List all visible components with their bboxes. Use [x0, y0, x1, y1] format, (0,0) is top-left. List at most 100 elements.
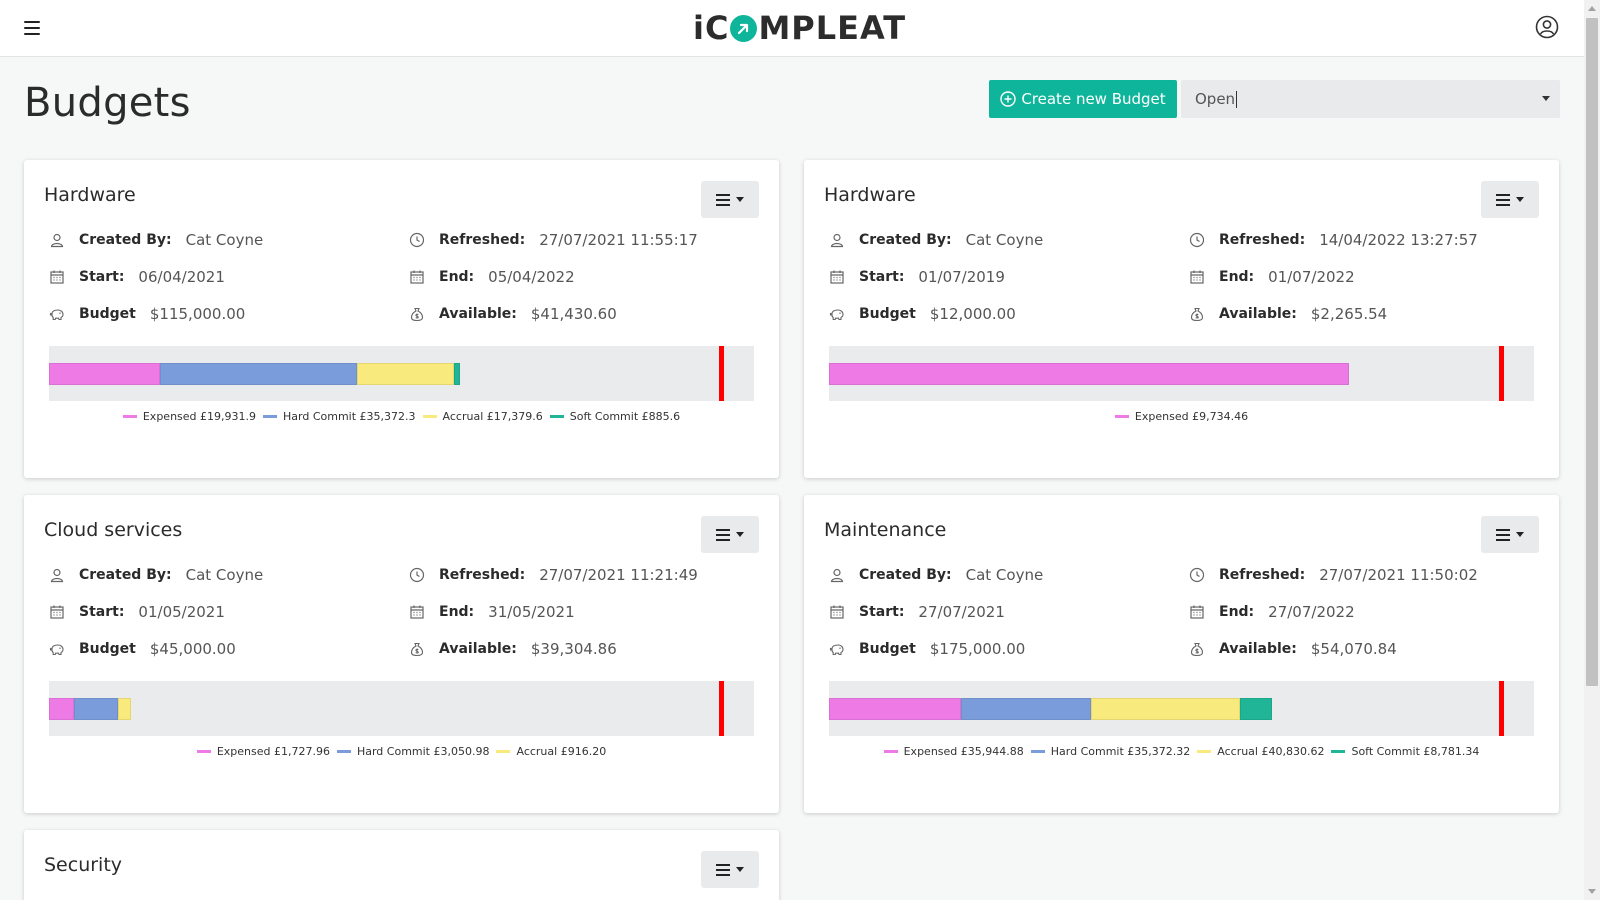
card-menu-button[interactable]: [1481, 181, 1539, 218]
end-date-field: End: 05/04/2022: [409, 267, 575, 287]
budget-amount-value: $175,000.00: [929, 640, 1026, 658]
legend-item: Accrual £40,830.62: [1197, 745, 1324, 758]
available-amount-value: $41,430.60: [530, 305, 617, 323]
legend-item: Accrual £17,379.6: [422, 410, 543, 423]
hamburger-menu-icon[interactable]: [24, 21, 40, 35]
available-amount-label: Available:: [1219, 306, 1297, 322]
calendar-icon: [409, 604, 425, 620]
start-date-value: 06/04/2021: [138, 268, 225, 286]
card-menu-button[interactable]: [701, 516, 759, 553]
menu-lines-icon: [1496, 191, 1510, 209]
refreshed-value: 27/07/2021 11:50:02: [1319, 566, 1478, 584]
start-date-value: 01/05/2021: [138, 603, 225, 621]
created-by-label: Created By:: [79, 232, 172, 248]
top-navbar: iC MPLEAT: [0, 0, 1584, 57]
bar-segment-expensed: [49, 363, 160, 385]
scroll-thumb[interactable]: [1586, 18, 1598, 686]
calendar-icon: [1189, 269, 1205, 285]
available-amount-value: $2,265.54: [1310, 305, 1388, 323]
page-scrollbar[interactable]: [1584, 0, 1600, 900]
legend-item: Expensed £35,944.88: [883, 745, 1024, 758]
available-amount-field: Available: $2,265.54: [1189, 304, 1387, 324]
available-amount-label: Available:: [439, 306, 517, 322]
legend-swatch: [1331, 750, 1346, 753]
refreshed-field: Refreshed: 14/04/2022 13:27:57: [1189, 230, 1478, 250]
clock-icon: [409, 567, 425, 583]
end-date-value: 31/05/2021: [488, 603, 575, 621]
logo-arrow-icon: [730, 14, 758, 42]
created-by-value: Cat Coyne: [965, 231, 1044, 249]
legend-item: Expensed £1,727.96: [196, 745, 330, 758]
legend-label: Expensed £35,944.88: [903, 745, 1024, 758]
created-by-label: Created By:: [859, 232, 952, 248]
bar-segment-hard-commit: [961, 698, 1091, 720]
calendar-icon: [409, 269, 425, 285]
user-account-icon[interactable]: [1535, 15, 1559, 39]
legend-item: Hard Commit £35,372.3: [263, 410, 416, 423]
bar-track: [49, 363, 460, 385]
budget-usage-bar: [829, 681, 1534, 736]
budget-card: Maintenance Created By: Cat Coyne Refres…: [804, 495, 1559, 813]
end-date-label: End:: [1219, 269, 1255, 285]
bar-legend: Expensed £19,931.9 Hard Commit £35,372.3…: [24, 410, 779, 423]
menu-lines-icon: [1496, 526, 1510, 544]
start-date-field: Start: 01/05/2021: [49, 602, 225, 622]
user-icon: [829, 232, 845, 248]
legend-label: Accrual £17,379.6: [442, 410, 543, 423]
legend-swatch: [263, 415, 278, 418]
legend-swatch: [122, 415, 137, 418]
end-date-label: End:: [439, 604, 475, 620]
available-amount-field: Available: $39,304.86: [409, 639, 617, 659]
brand-logo[interactable]: iC MPLEAT: [693, 9, 907, 47]
card-menu-button[interactable]: [701, 181, 759, 218]
start-date-field: Start: 06/04/2021: [49, 267, 225, 287]
start-date-label: Start:: [79, 604, 125, 620]
caret-down-icon: [1516, 197, 1524, 202]
end-date-field: End: 27/07/2022: [1189, 602, 1355, 622]
calendar-icon: [1189, 604, 1205, 620]
legend-item: Soft Commit £885.6: [549, 410, 680, 423]
budget-amount-field: Budget $175,000.00: [829, 639, 1025, 659]
budget-amount-label: Budget: [79, 641, 136, 657]
brand-suffix: MPLEAT: [758, 9, 907, 47]
scroll-up-arrow-icon[interactable]: [1588, 6, 1596, 11]
piggy-bank-icon: [829, 641, 845, 657]
refreshed-label: Refreshed:: [1219, 232, 1306, 248]
budget-amount-field: Budget $12,000.00: [829, 304, 1016, 324]
legend-swatch: [196, 750, 211, 753]
money-bag-icon: [409, 306, 425, 322]
budget-card: Hardware Created By: Cat Coyne Refreshed…: [804, 160, 1559, 478]
end-date-field: End: 01/07/2022: [1189, 267, 1355, 287]
end-date-value: 05/04/2022: [488, 268, 575, 286]
piggy-bank-icon: [829, 306, 845, 322]
available-amount-value: $39,304.86: [530, 640, 617, 658]
legend-swatch: [1030, 750, 1045, 753]
budget-amount-value: $12,000.00: [929, 305, 1016, 323]
calendar-icon: [49, 269, 65, 285]
end-date-field: End: 31/05/2021: [409, 602, 575, 622]
create-budget-button[interactable]: Create new Budget: [989, 80, 1177, 118]
created-by-value: Cat Coyne: [185, 231, 264, 249]
start-date-value: 27/07/2021: [918, 603, 1005, 621]
end-date-label: End:: [1219, 604, 1255, 620]
card-menu-button[interactable]: [701, 851, 759, 888]
menu-lines-icon: [716, 861, 730, 879]
end-date-value: 01/07/2022: [1268, 268, 1355, 286]
bar-segment-hard-commit: [160, 363, 357, 385]
calendar-icon: [829, 604, 845, 620]
card-menu-button[interactable]: [1481, 516, 1539, 553]
calendar-icon: [49, 604, 65, 620]
caret-down-icon: [736, 867, 744, 872]
budget-card-title: Hardware: [824, 184, 916, 206]
user-icon: [49, 567, 65, 583]
scroll-down-arrow-icon[interactable]: [1588, 889, 1596, 894]
created-by-field: Created By: Cat Coyne: [49, 230, 263, 250]
status-filter-select[interactable]: Open: [1181, 80, 1560, 118]
bar-track: [829, 698, 1272, 720]
budget-card-title: Hardware: [44, 184, 136, 206]
chevron-down-icon: [1542, 96, 1550, 101]
bar-track: [49, 698, 131, 720]
plus-circle-icon: [1000, 91, 1017, 107]
start-date-field: Start: 27/07/2021: [829, 602, 1005, 622]
bar-segment-hard-commit: [74, 698, 118, 720]
